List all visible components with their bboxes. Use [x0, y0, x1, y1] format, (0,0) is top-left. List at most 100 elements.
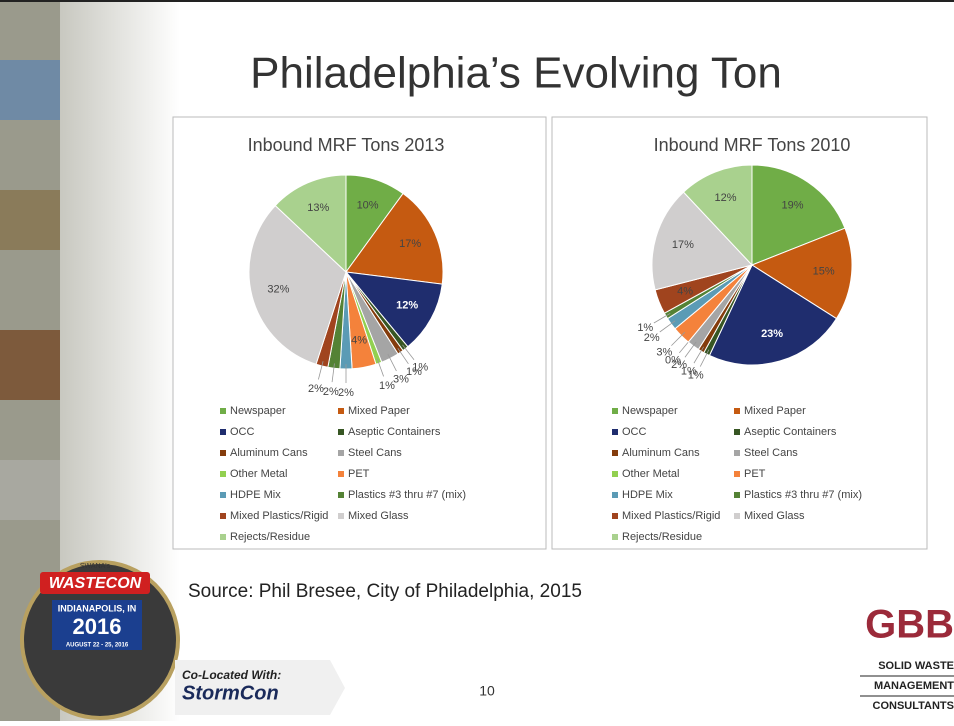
data-label: 0%	[665, 354, 681, 366]
legend-swatch	[220, 429, 226, 435]
source: Source: Phil Bresee, City of Philadelphi…	[188, 581, 582, 602]
leader-line	[684, 341, 697, 358]
pie-slice	[274, 174, 347, 274]
logo-text: WASTECON	[49, 575, 142, 592]
leader-line	[699, 349, 710, 367]
legend-label: Mixed Paper	[744, 405, 806, 417]
legend-label: Aluminum Cans	[622, 447, 700, 459]
legend-label: HDPE Mix	[230, 489, 281, 501]
legend-label: Aseptic Containers	[348, 426, 441, 438]
legend-swatch	[734, 408, 740, 414]
data-label: 1%	[688, 369, 704, 381]
leader-line	[397, 347, 409, 365]
legend-label: Mixed Glass	[348, 510, 409, 522]
legend-label: Newspaper	[230, 405, 286, 417]
legend-label: Rejects/Residue	[230, 531, 310, 543]
legend-swatch	[220, 408, 226, 414]
leader-line	[318, 361, 324, 380]
wastecon-logo: SWANA's WASTECON INDIANAPOLIS, IN 2016 A…	[20, 560, 345, 720]
data-label: 10%	[357, 199, 379, 211]
pie-slice	[248, 204, 347, 365]
legend-swatch	[612, 450, 618, 456]
leader-line	[387, 353, 397, 372]
legend-label: Steel Cans	[348, 447, 402, 459]
page-number: 10	[479, 683, 495, 699]
legend-swatch	[612, 471, 618, 477]
data-label: 1%	[412, 362, 428, 374]
legend-swatch	[338, 471, 344, 477]
data-label: 12%	[714, 192, 736, 204]
data-label: 1%	[681, 366, 697, 378]
legend-swatch	[220, 492, 226, 498]
logo-text: CONSULTANTS	[873, 700, 954, 712]
data-label: 2%	[671, 359, 687, 371]
pie-slice	[750, 227, 853, 320]
logo-text: AUGUST 22 - 25, 2016	[66, 643, 129, 649]
legend-label: PET	[744, 468, 766, 480]
pie-slice	[682, 164, 753, 267]
legend-swatch	[612, 534, 618, 540]
data-label: 2%	[338, 387, 354, 399]
legend-label: Mixed Plastics/Rigid	[230, 510, 328, 522]
legend-swatch	[220, 513, 226, 519]
data-label: 32%	[267, 283, 289, 295]
logo-text: SOLID WASTE	[878, 660, 954, 672]
leader-line	[402, 344, 415, 360]
legend-swatch	[612, 513, 618, 519]
data-label: 17%	[672, 239, 694, 251]
data-label: 23%	[761, 328, 783, 340]
legend-label: Aluminum Cans	[230, 447, 308, 459]
legend-swatch	[220, 471, 226, 477]
data-label: 4%	[677, 285, 693, 297]
data-label: 13%	[307, 202, 329, 214]
legend-label: Steel Cans	[744, 447, 798, 459]
leader-line	[671, 331, 686, 346]
logo-text: 2016	[73, 614, 122, 639]
data-label: 17%	[399, 238, 421, 250]
legend-label: Newspaper	[622, 405, 678, 417]
logo-text: Co-Located With:	[182, 668, 281, 682]
leader-line	[653, 313, 671, 324]
legend-swatch	[338, 492, 344, 498]
legend-label: OCC	[622, 426, 647, 438]
legend-swatch	[338, 408, 344, 414]
data-label: 3%	[656, 347, 672, 359]
data-label: 2%	[308, 383, 324, 395]
legend-swatch	[338, 513, 344, 519]
legend-swatch	[612, 429, 618, 435]
legend-label: Other Metal	[622, 468, 679, 480]
legend-label: HDPE Mix	[622, 489, 673, 501]
legend-label: OCC	[230, 426, 255, 438]
legend-label: Aseptic Containers	[744, 426, 837, 438]
logo-text: INDIANAPOLIS, IN	[58, 603, 137, 613]
charts: Inbound MRF Tons 201310%17%12%1%1%3%1%4%…	[220, 135, 862, 543]
legend-swatch	[338, 429, 344, 435]
data-label: 1%	[406, 366, 422, 378]
pie-slice	[708, 264, 838, 366]
legend-swatch	[220, 534, 226, 540]
logo-text: GBB	[865, 603, 954, 647]
data-label: 19%	[781, 199, 803, 211]
logo-text: SWANA's	[80, 563, 111, 570]
legend-swatch	[734, 429, 740, 435]
data-label: 2%	[644, 332, 660, 344]
legend-swatch	[734, 513, 740, 519]
pie-slice	[344, 271, 443, 348]
pie-slice	[651, 191, 753, 291]
legend-label: Mixed Plastics/Rigid	[622, 510, 720, 522]
legend-label: Plastics #3 thru #7 (mix)	[744, 489, 862, 501]
slide-title: Philadelphia’s Evolving Ton	[250, 49, 782, 98]
data-label: 3%	[393, 374, 409, 386]
legend-label: Mixed Glass	[744, 510, 805, 522]
leader-line	[693, 346, 704, 364]
legend-swatch	[220, 450, 226, 456]
legend-swatch	[338, 450, 344, 456]
legend-label: Other Metal	[230, 468, 287, 480]
data-label: 1%	[637, 322, 653, 334]
legend-label: Mixed Paper	[348, 405, 410, 417]
logo-text: MANAGEMENT	[874, 680, 954, 692]
leader-line	[376, 358, 384, 377]
data-label: 2%	[323, 386, 339, 398]
